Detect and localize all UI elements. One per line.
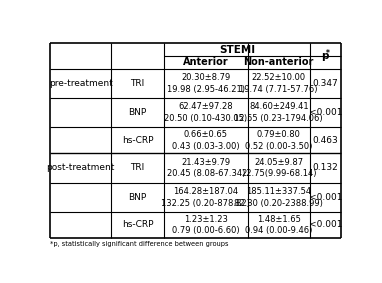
Text: <0.001: <0.001 (309, 220, 342, 230)
Text: 0.79±0.80
0.52 (0.00-3.50): 0.79±0.80 0.52 (0.00-3.50) (245, 130, 312, 151)
Text: 20.30±8.79
19.98 (2.95-46.21): 20.30±8.79 19.98 (2.95-46.21) (167, 73, 245, 94)
Text: pre-treatment: pre-treatment (49, 79, 113, 88)
Text: <0.001: <0.001 (309, 108, 342, 117)
Text: 185.11±337.54
82.30 (0.20-2388.99): 185.11±337.54 82.30 (0.20-2388.99) (234, 187, 323, 208)
Text: 62.47±97.28
20.50 (0.10-430.05): 62.47±97.28 20.50 (0.10-430.05) (164, 102, 248, 123)
Text: TRI: TRI (131, 79, 145, 88)
Text: 0.347: 0.347 (313, 79, 338, 88)
Text: 164.28±187.04
132.25 (0.20-878.82): 164.28±187.04 132.25 (0.20-878.82) (162, 187, 250, 208)
Text: *p, statistically significant difference between groups: *p, statistically significant difference… (50, 241, 228, 247)
Text: BNP: BNP (128, 108, 147, 117)
Text: *: * (326, 49, 330, 58)
Text: 24.05±9.87
22.75(9.99-68.14): 24.05±9.87 22.75(9.99-68.14) (241, 158, 316, 178)
Text: 1.48±1.65
0.94 (0.00-9.46): 1.48±1.65 0.94 (0.00-9.46) (245, 215, 312, 235)
Text: BNP: BNP (128, 193, 147, 202)
Text: post-treatment: post-treatment (47, 164, 115, 172)
Text: 0.132: 0.132 (313, 164, 338, 172)
Text: STEMI: STEMI (219, 45, 255, 55)
Text: 21.43±9.79
20.45 (8.08-67.34): 21.43±9.79 20.45 (8.08-67.34) (167, 158, 245, 178)
Text: 0.463: 0.463 (313, 136, 338, 145)
Text: Anterior: Anterior (183, 57, 229, 67)
Text: TRI: TRI (131, 164, 145, 172)
Text: Non-anterior: Non-anterior (243, 57, 314, 67)
Text: 22.52±10.00
19.74 (7.71-57.76): 22.52±10.00 19.74 (7.71-57.76) (240, 73, 318, 94)
Text: hs-CRP: hs-CRP (122, 220, 154, 230)
Text: 1.23±1.23
0.79 (0.00-6.60): 1.23±1.23 0.79 (0.00-6.60) (172, 215, 240, 235)
Text: 0.66±0.65
0.43 (0.03-3.00): 0.66±0.65 0.43 (0.03-3.00) (172, 130, 240, 151)
Text: 84.60±249.41
12.55 (0.23-1794.06): 84.60±249.41 12.55 (0.23-1794.06) (235, 102, 323, 123)
Text: <0.001: <0.001 (309, 193, 342, 202)
Text: p: p (321, 51, 329, 61)
Text: hs-CRP: hs-CRP (122, 136, 154, 145)
